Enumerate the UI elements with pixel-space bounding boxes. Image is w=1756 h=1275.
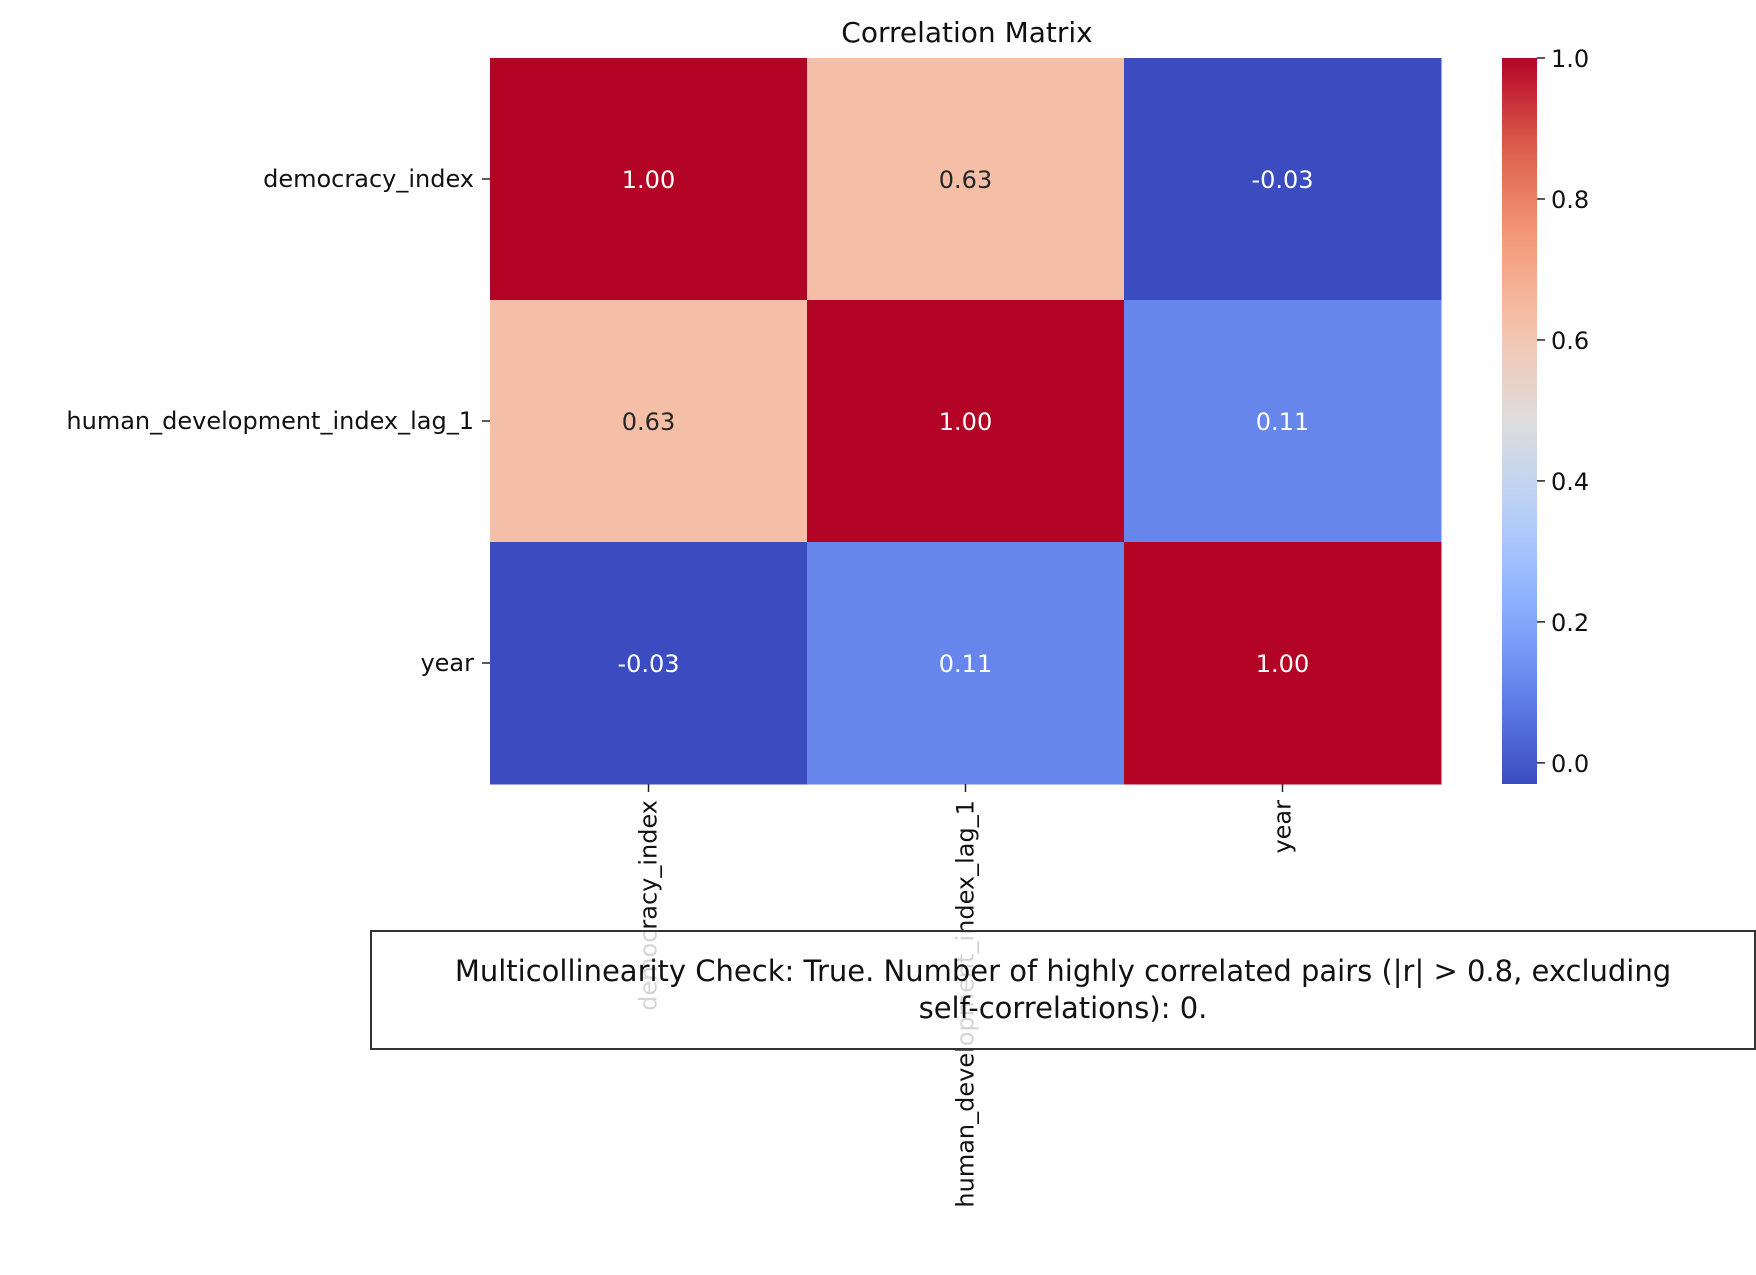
heatmap-cell bbox=[807, 58, 1125, 301]
cell-value-label: 0.63 bbox=[939, 166, 992, 194]
column-label: year bbox=[1269, 800, 1297, 854]
heatmap-cell bbox=[490, 58, 808, 301]
row-label: year bbox=[420, 649, 474, 677]
heatmap-cell bbox=[490, 300, 808, 543]
cell-value-label: 1.00 bbox=[1256, 650, 1309, 678]
row-labels: democracy_index human_development_index_l… bbox=[66, 165, 490, 677]
heatmap-cells: 1.00 0.63 -0.03 0.63 1.00 0.11 -0.03 0.11 1.00 bbox=[490, 58, 1442, 785]
cell-value-label: -0.03 bbox=[617, 650, 679, 678]
colorbar-tick-label: 0.8 bbox=[1551, 186, 1589, 214]
colorbar-tick-label: 0.4 bbox=[1551, 468, 1589, 496]
chart-title: Correlation Matrix bbox=[841, 16, 1092, 49]
colorbar bbox=[1502, 58, 1537, 784]
colorbar-ticks: 0.0 0.2 0.4 0.6 0.8 1.0 bbox=[1537, 45, 1589, 778]
heatmap-cell bbox=[1124, 542, 1442, 785]
heatmap-cell bbox=[807, 300, 1125, 543]
colorbar-tick-label: 0.6 bbox=[1551, 327, 1589, 355]
cell-value-label: 0.11 bbox=[939, 650, 992, 678]
annotation-line-1: Multicollinearity Check: True. Number of… bbox=[454, 954, 1672, 988]
colorbar-tick-label: 0.2 bbox=[1551, 609, 1589, 637]
annotation-line-2: self-correlations): 0. bbox=[918, 991, 1208, 1025]
heatmap-cell bbox=[490, 542, 808, 785]
heatmap-cell bbox=[807, 542, 1125, 785]
multicollinearity-note: Multicollinearity Check: True. Number of… bbox=[370, 930, 1756, 1050]
row-label: democracy_index bbox=[263, 165, 474, 193]
colorbar-tick-label: 0.0 bbox=[1551, 750, 1589, 778]
cell-value-label: 1.00 bbox=[939, 408, 992, 436]
cell-value-label: -0.03 bbox=[1251, 166, 1313, 194]
cell-value-label: 1.00 bbox=[622, 166, 675, 194]
colorbar-tick-label: 1.0 bbox=[1551, 45, 1589, 73]
heatmap-cell bbox=[1124, 58, 1442, 301]
row-label: human_development_index_lag_1 bbox=[66, 407, 474, 435]
cell-value-label: 0.63 bbox=[622, 408, 675, 436]
cell-value-label: 0.11 bbox=[1256, 408, 1309, 436]
heatmap-cell bbox=[1124, 300, 1442, 543]
